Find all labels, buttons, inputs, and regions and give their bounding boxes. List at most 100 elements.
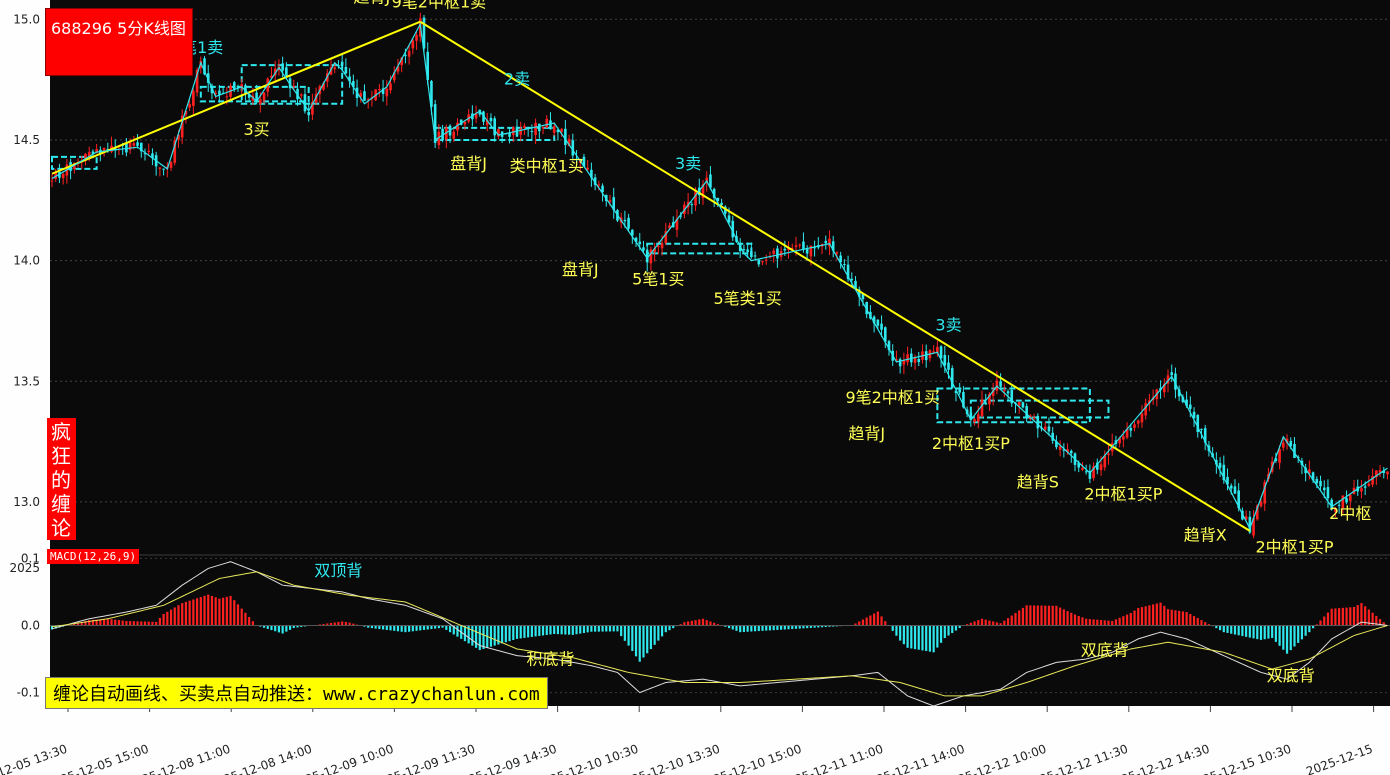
candle-body <box>1371 476 1374 485</box>
candle-body <box>188 104 191 108</box>
candle-body <box>411 40 415 49</box>
candle-body <box>1162 384 1166 393</box>
candle-body <box>158 167 162 169</box>
candle-body <box>571 140 575 156</box>
candle-body <box>288 78 292 89</box>
candle-body <box>437 131 441 146</box>
candle-body <box>660 243 664 249</box>
candle-body <box>1096 462 1099 470</box>
candle-body <box>843 264 846 266</box>
candle-body <box>813 247 816 249</box>
candle-body <box>1166 375 1170 384</box>
candle-body <box>1315 478 1319 484</box>
candle-body <box>790 247 794 249</box>
signal-label: 趋背J <box>354 0 391 6</box>
candle-body <box>422 17 426 49</box>
candle-body <box>601 185 604 193</box>
candle-body <box>865 302 868 315</box>
signal-label: 双底背 <box>1267 666 1315 685</box>
candle-body <box>366 99 370 101</box>
candle-body <box>322 83 325 90</box>
candle-body <box>132 143 136 146</box>
candle-body <box>668 225 671 229</box>
candle-body <box>1386 471 1389 475</box>
candle-body <box>850 278 854 281</box>
candle-body <box>173 140 177 163</box>
candle-body <box>1136 420 1140 424</box>
candle-body <box>746 249 749 253</box>
candle-body <box>757 259 761 265</box>
candle-body <box>835 252 839 254</box>
candle-body <box>225 96 229 98</box>
candle-body <box>1345 498 1348 503</box>
candle-body <box>61 173 65 179</box>
candle-body <box>236 86 240 88</box>
chart-title: 688296 5分K线图 <box>51 19 186 38</box>
candle-body <box>1285 438 1289 443</box>
macd-dea-line <box>51 571 1388 697</box>
candle-body <box>534 122 537 135</box>
promo-banner[interactable]: 缠论自动画线、买卖点自动推送：www.crazychanlun.com <box>45 677 548 709</box>
candle-body <box>541 127 545 129</box>
candle-body <box>195 69 199 93</box>
candle-body <box>511 127 515 136</box>
candle-body <box>1222 464 1226 481</box>
price-tick-label: 14.0 <box>13 254 40 268</box>
candle-body <box>489 117 493 122</box>
candle-body <box>255 92 258 103</box>
candle-body <box>1367 483 1371 486</box>
candle-body <box>113 147 117 151</box>
candle-body <box>950 368 954 388</box>
candle-body <box>1304 467 1307 474</box>
candle-body <box>1010 390 1014 404</box>
macd-tick-label: 0.0 <box>21 618 40 632</box>
candle-body <box>794 245 798 247</box>
candle-body <box>720 202 723 206</box>
candle-body <box>299 94 303 96</box>
signal-label: 2卖 <box>504 69 530 88</box>
candle-body <box>1174 373 1177 390</box>
candle-body <box>1006 391 1010 394</box>
candle-body <box>1218 462 1222 468</box>
signal-label: 2中枢1买P <box>1255 538 1333 557</box>
candle-body <box>340 61 344 66</box>
candle-body <box>1229 485 1233 489</box>
macd-tick-label: 0.1 <box>21 551 40 565</box>
candle-body <box>151 153 154 159</box>
candle-body <box>783 248 787 251</box>
candle-body <box>1047 426 1051 432</box>
candle-body <box>54 172 58 179</box>
candle-body <box>939 346 943 359</box>
candle-body <box>962 392 965 408</box>
pen-stroke <box>51 22 1388 530</box>
candle-body <box>1129 428 1133 431</box>
candle-body <box>463 121 467 125</box>
candle-body <box>1278 449 1281 463</box>
candle-body <box>824 240 828 244</box>
candle-body <box>1252 518 1255 536</box>
signal-label: 双顶背 <box>314 561 362 580</box>
candle-body <box>169 162 173 168</box>
candle-body <box>828 238 831 247</box>
candle-body <box>1196 414 1200 432</box>
candle-body <box>180 115 184 138</box>
promo-url[interactable]: www.crazychanlun.com <box>323 684 540 705</box>
candle-body <box>634 237 638 242</box>
candle-body <box>839 255 842 263</box>
candle-body <box>389 83 392 91</box>
candle-body <box>1055 441 1058 448</box>
candle-body <box>564 128 567 146</box>
signal-label: 3卖 <box>935 316 961 335</box>
candle-body <box>575 158 578 160</box>
signal-label: 3买 <box>244 120 270 139</box>
signal-label: 5笔1买 <box>632 270 684 289</box>
candle-body <box>1144 403 1147 416</box>
candle-body <box>1200 428 1203 430</box>
candle-body <box>872 316 876 324</box>
candle-body <box>976 414 980 422</box>
trend-line <box>51 20 421 175</box>
candle-body <box>846 264 850 280</box>
candle-body <box>392 72 396 81</box>
candle-body <box>913 356 917 363</box>
